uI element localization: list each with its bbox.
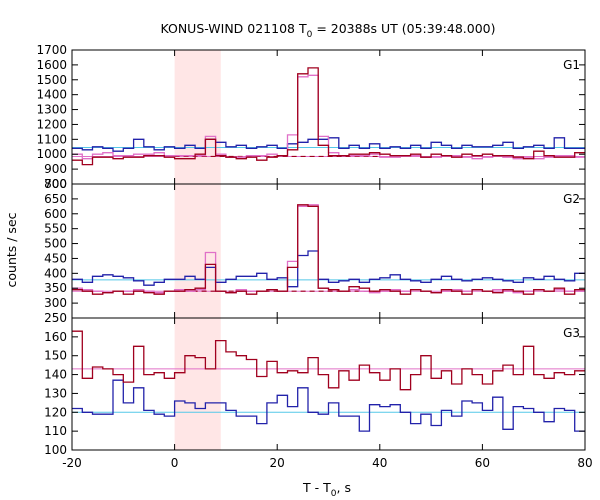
y-tick-label: 140 — [44, 368, 67, 382]
y-tick-label: 130 — [44, 386, 67, 400]
x-tick-label: 0 — [171, 456, 179, 470]
chart-title-tail: = 20388s UT (05:39:48.000) — [312, 21, 495, 36]
x-tick-label: 60 — [475, 456, 490, 470]
y-tick-label: 250 — [44, 311, 67, 325]
y-tick-label: 1700 — [36, 43, 67, 57]
series-pink-step-line — [72, 74, 585, 160]
highlight-interval — [174, 50, 221, 450]
y-tick-label: 300 — [44, 296, 67, 310]
y-tick-label: 1600 — [36, 58, 67, 72]
y-tick-label: 500 — [44, 237, 67, 251]
chart-title: KONUS-WIND 021108 T0 = 20388s UT (05:39:… — [160, 21, 495, 40]
series-dark_red-step-line — [72, 330, 585, 391]
series-blue-step-line — [72, 379, 585, 432]
y-tick-label: 100 — [44, 443, 67, 457]
y-tick-label: 350 — [44, 281, 67, 295]
panel-frame — [71, 317, 586, 451]
panel-frame — [71, 49, 586, 185]
panel-frame — [71, 183, 586, 319]
chart-title-subscript: 0 — [307, 30, 313, 40]
y-tick-label: 1100 — [36, 132, 67, 146]
series-dark_red-step-line — [72, 204, 585, 295]
x-axis-title: T - T0, s — [302, 480, 351, 499]
y-tick-label: 900 — [44, 162, 67, 176]
chart-title-main: KONUS-WIND 021108 T — [160, 21, 306, 36]
x-tick-label: 40 — [372, 456, 387, 470]
y-tick-label: 1300 — [36, 103, 67, 117]
x-axis-title-tail: , s — [337, 480, 351, 495]
panel-label: G1 — [563, 58, 580, 72]
y-tick-label: 450 — [44, 251, 67, 265]
series-dark_red-step-line — [72, 67, 585, 166]
panel-g3: 100 110 120 130 140 150 160 G3 — [44, 317, 586, 457]
y-tick-label: 150 — [44, 349, 67, 363]
plot-layer: 80090010001100120013001400150016001700G1… — [36, 43, 592, 470]
y-tick-label: 1000 — [36, 147, 67, 161]
panel-label: G3 — [563, 326, 580, 340]
x-tick-label: 20 — [270, 456, 285, 470]
x-tick-label: -20 — [62, 456, 82, 470]
x-tick-label: 80 — [577, 456, 592, 470]
y-tick-label: 1200 — [36, 117, 67, 131]
y-tick-label: 800 — [44, 177, 67, 191]
y-tick-label: 120 — [44, 405, 67, 419]
panel-label: G2 — [563, 192, 580, 206]
series-blue-step-line — [72, 250, 585, 288]
y-axis-title: counts / sec — [4, 212, 19, 287]
y-tick-label: 110 — [44, 424, 67, 438]
y-tick-label: 650 — [44, 192, 67, 206]
y-tick-label: 1500 — [36, 73, 67, 87]
x-axis-title-subscript: 0 — [331, 489, 337, 499]
x-axis-title-main: T - T — [302, 480, 331, 495]
y-tick-label: 700 — [44, 177, 67, 191]
y-tick-label: 1400 — [36, 88, 67, 102]
y-tick-label: 550 — [44, 222, 67, 236]
y-tick-label: 600 — [44, 207, 67, 221]
y-tick-label: 160 — [44, 330, 67, 344]
y-tick-label: 400 — [44, 266, 67, 280]
